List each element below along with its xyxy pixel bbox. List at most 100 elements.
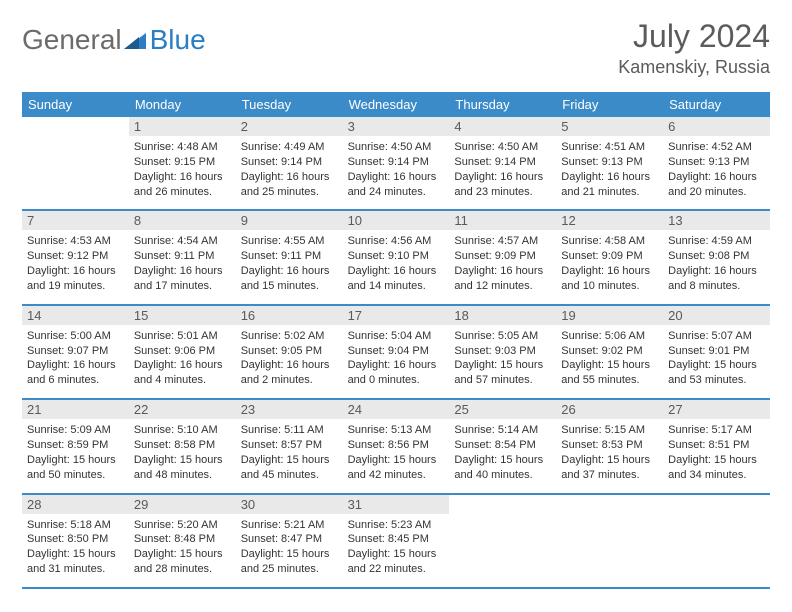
day-number: 25 <box>449 400 556 419</box>
day-number: 28 <box>22 495 129 514</box>
day-cell: 19Sunrise: 5:06 AMSunset: 9:02 PMDayligh… <box>556 306 663 398</box>
day-number: 20 <box>663 306 770 325</box>
daylight-text: Daylight: 16 hours and 21 minutes. <box>561 170 658 200</box>
sunset-text: Sunset: 8:47 PM <box>241 532 338 547</box>
daylight-text: Daylight: 16 hours and 0 minutes. <box>348 358 445 388</box>
day-cell: 12Sunrise: 4:58 AMSunset: 9:09 PMDayligh… <box>556 211 663 303</box>
daylight-text: Daylight: 16 hours and 26 minutes. <box>134 170 231 200</box>
day-number: 9 <box>236 211 343 230</box>
sunrise-text: Sunrise: 5:17 AM <box>668 423 765 438</box>
daylight-text: Daylight: 16 hours and 19 minutes. <box>27 264 124 294</box>
dayname: Friday <box>556 92 663 117</box>
sunrise-text: Sunrise: 5:06 AM <box>561 329 658 344</box>
sunrise-text: Sunrise: 4:56 AM <box>348 234 445 249</box>
sunset-text: Sunset: 8:57 PM <box>241 438 338 453</box>
day-cell: 23Sunrise: 5:11 AMSunset: 8:57 PMDayligh… <box>236 400 343 492</box>
day-number: 4 <box>449 117 556 136</box>
sunrise-text: Sunrise: 5:13 AM <box>348 423 445 438</box>
sunset-text: Sunset: 9:09 PM <box>561 249 658 264</box>
day-cell <box>449 495 556 587</box>
sunset-text: Sunset: 9:10 PM <box>348 249 445 264</box>
sunset-text: Sunset: 9:14 PM <box>454 155 551 170</box>
day-cell <box>556 495 663 587</box>
day-cell: 8Sunrise: 4:54 AMSunset: 9:11 PMDaylight… <box>129 211 236 303</box>
sunrise-text: Sunrise: 4:52 AM <box>668 140 765 155</box>
day-number: 15 <box>129 306 236 325</box>
dayname: Wednesday <box>343 92 450 117</box>
day-number: 24 <box>343 400 450 419</box>
calendar: Sunday Monday Tuesday Wednesday Thursday… <box>22 92 770 589</box>
week-row: 1Sunrise: 4:48 AMSunset: 9:15 PMDaylight… <box>22 117 770 211</box>
daylight-text: Daylight: 15 hours and 55 minutes. <box>561 358 658 388</box>
day-number: 14 <box>22 306 129 325</box>
day-number: 2 <box>236 117 343 136</box>
day-number: 17 <box>343 306 450 325</box>
daylight-text: Daylight: 15 hours and 37 minutes. <box>561 453 658 483</box>
day-cell: 18Sunrise: 5:05 AMSunset: 9:03 PMDayligh… <box>449 306 556 398</box>
day-cell <box>663 495 770 587</box>
daylight-text: Daylight: 16 hours and 6 minutes. <box>27 358 124 388</box>
sunset-text: Sunset: 9:12 PM <box>27 249 124 264</box>
dayname: Thursday <box>449 92 556 117</box>
day-number: 19 <box>556 306 663 325</box>
daylight-text: Daylight: 15 hours and 48 minutes. <box>134 453 231 483</box>
daylight-text: Daylight: 15 hours and 42 minutes. <box>348 453 445 483</box>
day-cell: 5Sunrise: 4:51 AMSunset: 9:13 PMDaylight… <box>556 117 663 209</box>
week-row: 21Sunrise: 5:09 AMSunset: 8:59 PMDayligh… <box>22 400 770 494</box>
week-row: 28 Sunrise: 5:18 AMSunset: 8:50 PM Dayligh… <box>22 495 770 589</box>
sunset-text: Sunset: 9:07 PM <box>27 344 124 359</box>
day-cell: 13Sunrise: 4:59 AMSunset: 9:08 PMDayligh… <box>663 211 770 303</box>
sunset-text: Sunset: 9:11 PM <box>134 249 231 264</box>
daylight-text: Daylight: 15 hours and 25 minutes. <box>241 547 338 577</box>
sunrise-text: Sunrise: 4:49 AM <box>241 140 338 155</box>
day-cell: 1Sunrise: 4:48 AMSunset: 9:15 PMDaylight… <box>129 117 236 209</box>
day-cell: 15Sunrise: 5:01 AMSunset: 9:06 PMDayligh… <box>129 306 236 398</box>
day-cell: 9Sunrise: 4:55 AMSunset: 9:11 PMDaylight… <box>236 211 343 303</box>
day-cell: 7Sunrise: 4:53 AMSunset: 9:12 PMDaylight… <box>22 211 129 303</box>
day-cell: 14Sunrise: 5:00 AMSunset: 9:07 PMDayligh… <box>22 306 129 398</box>
daylight-text: Daylight: 16 hours and 24 minutes. <box>348 170 445 200</box>
logo-triangle-icon <box>124 31 146 54</box>
day-number: 8 <box>129 211 236 230</box>
day-number: 23 <box>236 400 343 419</box>
day-number: 12 <box>556 211 663 230</box>
day-cell: 16Sunrise: 5:02 AMSunset: 9:05 PMDayligh… <box>236 306 343 398</box>
sunrise-text: Sunrise: 5:07 AM <box>668 329 765 344</box>
day-number: 10 <box>343 211 450 230</box>
day-cell: 31Sunrise: 5:23 AMSunset: 8:45 PMDayligh… <box>343 495 450 587</box>
day-number: 13 <box>663 211 770 230</box>
sunset-text: Sunset: 8:54 PM <box>454 438 551 453</box>
daylight-text: Daylight: 16 hours and 2 minutes. <box>241 358 338 388</box>
day-cell: 25Sunrise: 5:14 AMSunset: 8:54 PMDayligh… <box>449 400 556 492</box>
day-cell: 26Sunrise: 5:15 AMSunset: 8:53 PMDayligh… <box>556 400 663 492</box>
day-cell: 11Sunrise: 4:57 AMSunset: 9:09 PMDayligh… <box>449 211 556 303</box>
day-number: 27 <box>663 400 770 419</box>
sunrise-text: Sunrise: 4:50 AM <box>348 140 445 155</box>
daylight-text: Daylight: 15 hours and 50 minutes. <box>27 453 124 483</box>
sunrise-text: Sunrise: 4:59 AM <box>668 234 765 249</box>
sunrise-text: Sunrise: 5:18 AM <box>27 518 124 533</box>
day-cell: 10Sunrise: 4:56 AMSunset: 9:10 PMDayligh… <box>343 211 450 303</box>
sunset-text: Sunset: 8:50 PM <box>27 532 124 547</box>
sunrise-text: Sunrise: 4:48 AM <box>134 140 231 155</box>
week-row: 14Sunrise: 5:00 AMSunset: 9:07 PMDayligh… <box>22 306 770 400</box>
day-cell: 28Sunrise: 5:18 AMSunset: 8:50 PMDayligh… <box>22 495 129 587</box>
daynames-row: Sunday Monday Tuesday Wednesday Thursday… <box>22 92 770 117</box>
daylight-text: Daylight: 16 hours and 25 minutes. <box>241 170 338 200</box>
daylight-text: Daylight: 16 hours and 20 minutes. <box>668 170 765 200</box>
day-cell: 2Sunrise: 4:49 AMSunset: 9:14 PMDaylight… <box>236 117 343 209</box>
daylight-text: Daylight: 15 hours and 53 minutes. <box>668 358 765 388</box>
day-cell: 30Sunrise: 5:21 AMSunset: 8:47 PMDayligh… <box>236 495 343 587</box>
day-cell: 24Sunrise: 5:13 AMSunset: 8:56 PMDayligh… <box>343 400 450 492</box>
day-cell: 21Sunrise: 5:09 AMSunset: 8:59 PMDayligh… <box>22 400 129 492</box>
sunset-text: Sunset: 9:06 PM <box>134 344 231 359</box>
daylight-text: Daylight: 15 hours and 45 minutes. <box>241 453 338 483</box>
daylight-text: Daylight: 15 hours and 40 minutes. <box>454 453 551 483</box>
sunset-text: Sunset: 9:09 PM <box>454 249 551 264</box>
sunrise-text: Sunrise: 5:02 AM <box>241 329 338 344</box>
dayname: Saturday <box>663 92 770 117</box>
month-title: July 2024 <box>618 18 770 55</box>
day-cell <box>22 117 129 209</box>
sunset-text: Sunset: 9:05 PM <box>241 344 338 359</box>
calendar-body: 1Sunrise: 4:48 AMSunset: 9:15 PMDaylight… <box>22 117 770 589</box>
